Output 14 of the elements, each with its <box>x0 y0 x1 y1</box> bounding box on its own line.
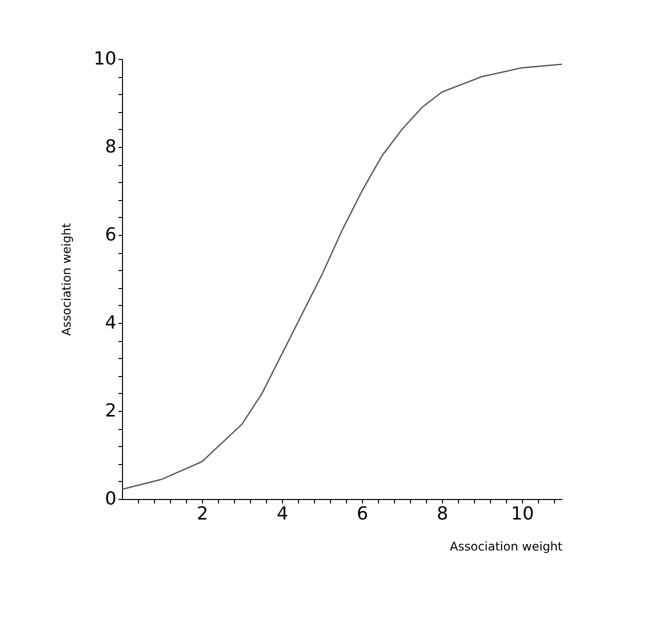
y-tick-label: 6 <box>105 224 116 246</box>
x-tick-label: 4 <box>276 504 288 524</box>
line-series <box>121 64 563 490</box>
x-tick-label: 10 <box>511 504 534 524</box>
y-axis-title: Association weight <box>60 222 74 336</box>
x-axis-title: Association weight <box>450 540 563 554</box>
x-tick-label: 8 <box>436 504 448 524</box>
x-tick-label: 2 <box>196 504 208 524</box>
y-tick-label: 2 <box>105 400 116 422</box>
y-tick-label: 4 <box>105 312 116 334</box>
y-tick-label: 8 <box>105 136 116 158</box>
y-tick-label: 10 <box>94 48 116 70</box>
x-tick-label: 6 <box>356 504 368 524</box>
y-tick-label: 0 <box>105 488 116 510</box>
